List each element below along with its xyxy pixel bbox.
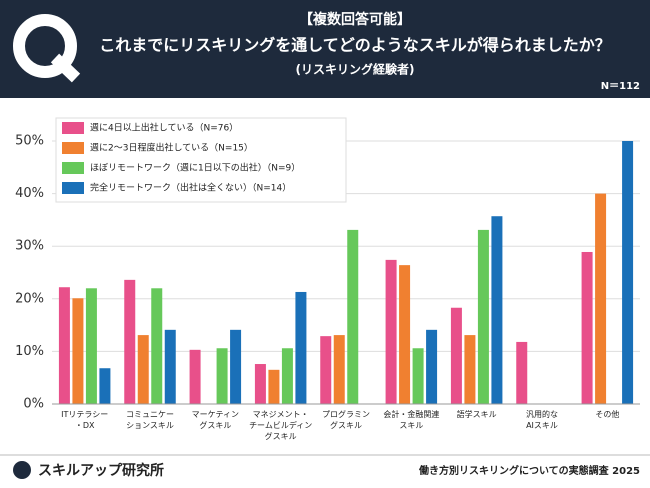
- brand-icon: [13, 461, 31, 479]
- q-icon: [13, 14, 77, 78]
- chart-title: これまでにリスキリングを通してどのようなスキルが得られましたか？: [99, 36, 611, 55]
- legend-label: 週に2～3日程度出社している（N=15）: [90, 142, 253, 154]
- bar: [333, 335, 345, 404]
- chart-subtitle: (リスキリング経験者): [296, 62, 415, 77]
- x-tick-label: その他: [595, 409, 619, 419]
- bar: [151, 288, 163, 404]
- bar: [58, 287, 70, 404]
- q-icon-tail: [50, 53, 81, 83]
- x-tick-label: マネジメント・チームビルディングスキル: [249, 410, 312, 441]
- y-tick-label: 10%: [15, 344, 44, 359]
- bar: [216, 348, 228, 404]
- bar: [124, 279, 136, 404]
- bar: [99, 368, 111, 404]
- header-band: [0, 0, 650, 98]
- legend-label: ほぼリモートワーク（週に1日以下の出社）（N=9）: [90, 162, 300, 174]
- legend-label: 完全リモートワーク（出社は全くない）（N=14）: [90, 182, 291, 194]
- bar: [491, 216, 503, 404]
- y-tick-label: 0%: [23, 397, 44, 412]
- legend-swatch: [62, 122, 84, 134]
- bar: [281, 348, 293, 404]
- bar: [581, 251, 593, 404]
- legend-swatch: [62, 182, 84, 194]
- bar: [189, 349, 201, 404]
- x-tick-label: 汎用的な AIスキル: [526, 409, 558, 430]
- brand: スキルアップ研究所: [38, 462, 164, 479]
- x-tick-label: 語学スキル: [457, 409, 497, 419]
- bar: [516, 341, 528, 404]
- bar: [622, 141, 634, 404]
- bar: [137, 335, 149, 404]
- x-tick-label: マーケティングスキル: [192, 410, 239, 430]
- bar: [477, 229, 489, 404]
- bar: [426, 329, 438, 404]
- bar: [464, 335, 476, 404]
- bar: [320, 336, 332, 404]
- y-tick-label: 50%: [15, 134, 44, 149]
- bar: [254, 364, 266, 404]
- bar: [595, 193, 607, 404]
- bar: [230, 329, 242, 404]
- x-tick-label: 会計・金融関連スキル: [383, 409, 439, 430]
- x-tick-label: コミュニケーションスキル: [126, 410, 174, 430]
- legend-swatch: [62, 142, 84, 154]
- bar: [347, 229, 359, 404]
- bar: [164, 329, 176, 404]
- bar: [385, 259, 397, 404]
- bar: [450, 307, 462, 404]
- bar: [399, 265, 411, 404]
- legend-label: 週に4日以上出社している（N=76）: [90, 122, 238, 134]
- sample-size: N＝112: [601, 81, 640, 92]
- header-label: 【複数回答可能】: [299, 11, 411, 28]
- y-tick-label: 40%: [15, 186, 44, 201]
- y-tick-label: 30%: [15, 239, 44, 254]
- source: 働き方別リスキリングについての実態調査 2025: [418, 464, 640, 477]
- y-tick-label: 20%: [15, 291, 44, 306]
- bar: [295, 291, 307, 404]
- bar: [268, 369, 280, 404]
- bar: [85, 288, 97, 404]
- legend-box: [55, 117, 347, 203]
- legend-swatch: [62, 162, 84, 174]
- x-tick-label: ITリテラシー・DX: [61, 410, 108, 430]
- x-tick-label: プログラミングスキル: [322, 409, 370, 430]
- bar: [72, 298, 84, 404]
- bar: [412, 348, 424, 404]
